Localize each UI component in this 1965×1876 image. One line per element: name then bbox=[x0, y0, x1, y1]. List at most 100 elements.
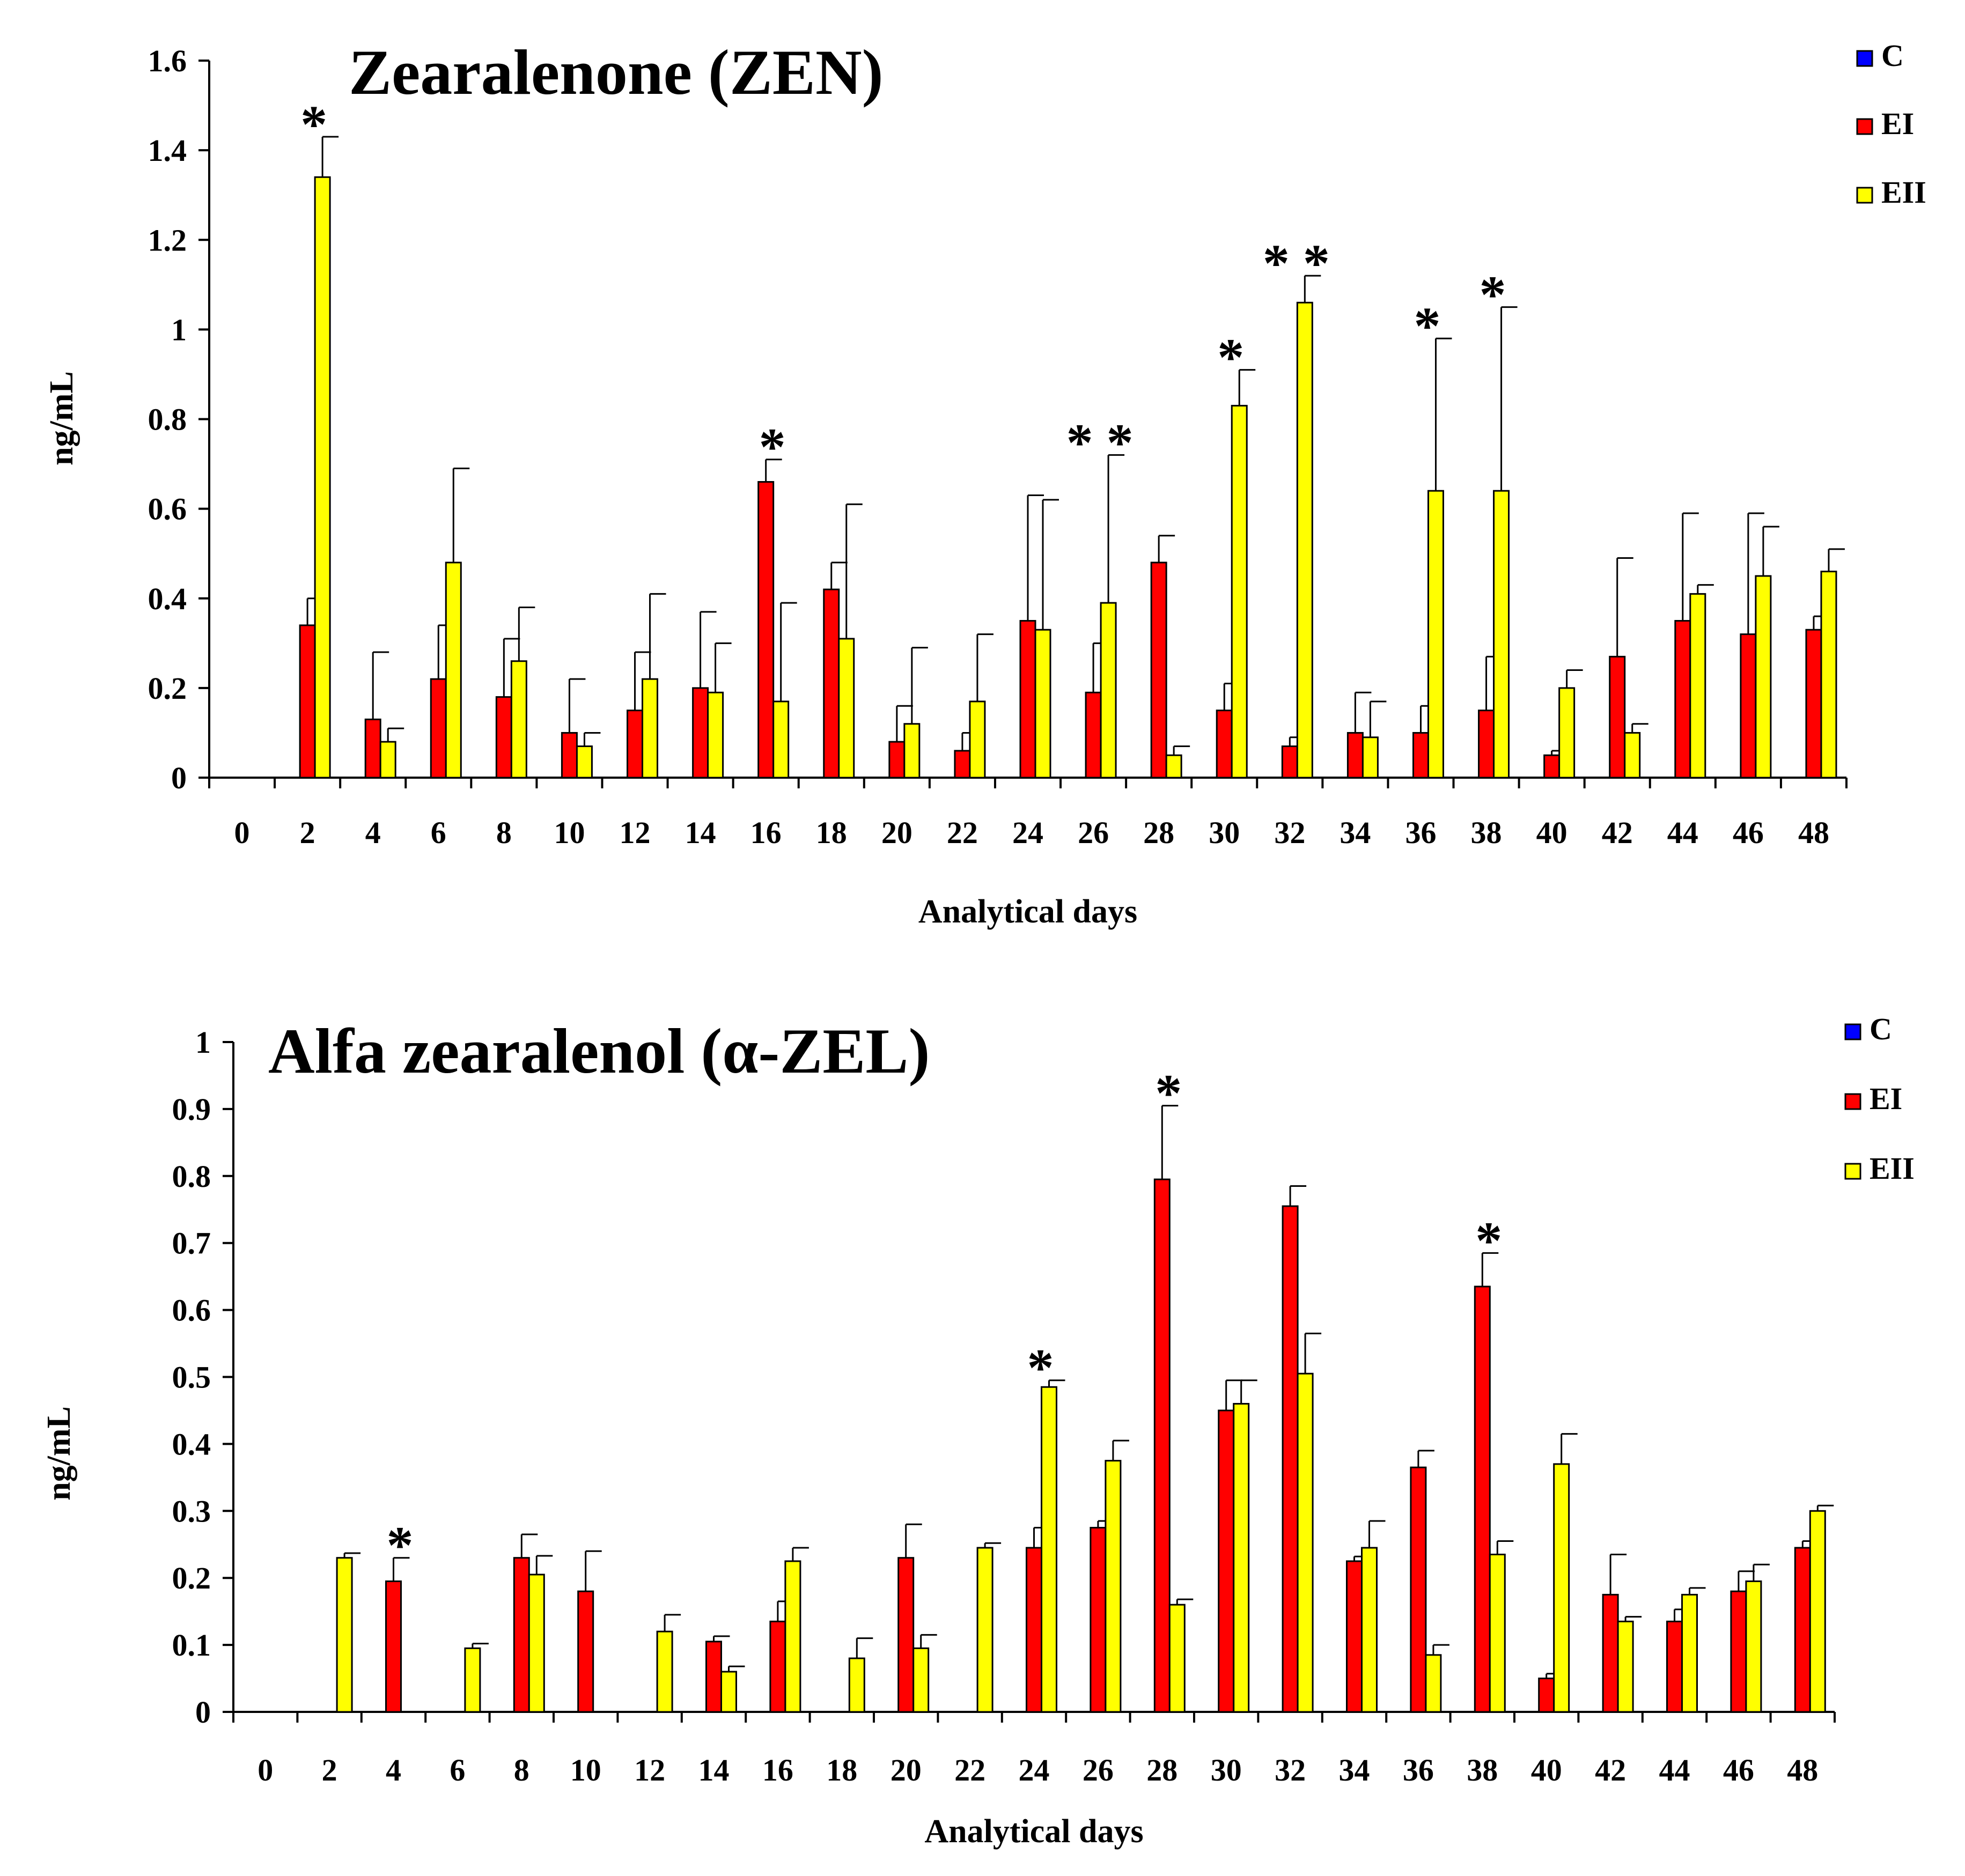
x-tick-label: 28 bbox=[1143, 815, 1174, 850]
x-tick-label: 12 bbox=[634, 1753, 665, 1788]
bar-eii bbox=[1681, 1593, 1698, 1713]
y-tick-label: 0.3 bbox=[172, 1494, 211, 1528]
bar-ei bbox=[1085, 691, 1102, 779]
y-tick-label: 0.7 bbox=[172, 1226, 211, 1261]
bar-ei bbox=[1150, 562, 1167, 779]
x-tick-label: 24 bbox=[1019, 1753, 1050, 1788]
bar-eii bbox=[838, 638, 855, 779]
x-tick-label: 2 bbox=[322, 1753, 337, 1788]
legend-swatch-c bbox=[1856, 50, 1873, 67]
x-tick-label: 10 bbox=[570, 1753, 601, 1788]
bar-eii bbox=[1105, 1460, 1122, 1713]
y-tick-label: 0.2 bbox=[172, 1561, 211, 1596]
bar-eii bbox=[1041, 1386, 1057, 1713]
bar-ei bbox=[1538, 1678, 1555, 1713]
y-tick-label: 0.6 bbox=[148, 492, 187, 527]
bar-ei bbox=[1474, 1286, 1491, 1713]
x-tick-label: 4 bbox=[386, 1753, 401, 1788]
bar-eii bbox=[445, 562, 462, 779]
x-tick-label: 34 bbox=[1339, 1753, 1370, 1788]
x-tick-label: 10 bbox=[554, 815, 585, 850]
bar-eii bbox=[379, 741, 396, 779]
bar-eii bbox=[1689, 593, 1706, 779]
zen-chart: Zearalenone (ZEN) 0 0.2 0.4 0.6 0.8 1 1.2 1.4 1.6… bbox=[43, 36, 1926, 930]
x-tick-label: 12 bbox=[620, 815, 651, 850]
x-tick-label: 36 bbox=[1405, 815, 1436, 850]
bar-ei bbox=[561, 732, 578, 779]
bar-eii bbox=[314, 176, 331, 779]
legend-swatch-ei bbox=[1856, 118, 1873, 135]
bar-eii bbox=[1296, 301, 1313, 779]
bar-eii bbox=[1489, 1553, 1506, 1713]
y-tick-label: 0.4 bbox=[148, 581, 187, 616]
x-tick-label: 16 bbox=[750, 815, 782, 850]
chart-title: Alfa zearalenol (α-ZEL) bbox=[268, 1015, 930, 1087]
bar-ei bbox=[1410, 1466, 1427, 1713]
bar-eii bbox=[772, 700, 790, 779]
x-tick-label: 28 bbox=[1146, 1753, 1177, 1788]
x-tick-label: 44 bbox=[1667, 815, 1698, 850]
x-tick-label: 22 bbox=[947, 815, 978, 850]
x-tick-label: 20 bbox=[881, 815, 912, 850]
bar-ei bbox=[1346, 732, 1364, 779]
legend-label-c: C bbox=[1870, 1011, 1892, 1046]
significance-star: * bbox=[1480, 265, 1506, 324]
bar-eii bbox=[1745, 1580, 1762, 1713]
bar-ei bbox=[1805, 629, 1822, 779]
chart-title: Zearalenone (ZEN) bbox=[349, 36, 884, 108]
bar-eii bbox=[1427, 490, 1444, 779]
bar-ei bbox=[1609, 655, 1626, 779]
x-axis-label: Analytical days bbox=[924, 1813, 1143, 1850]
legend-label-c: C bbox=[1881, 38, 1904, 73]
bar-eii bbox=[1553, 1463, 1570, 1713]
y-tick-label: 0.2 bbox=[148, 671, 187, 706]
x-tick-label: 2 bbox=[300, 815, 315, 850]
x-tick-label: 46 bbox=[1723, 1753, 1754, 1788]
bar-eii bbox=[1624, 732, 1641, 779]
bar-ei bbox=[1478, 710, 1495, 779]
x-tick-label: 6 bbox=[431, 815, 446, 850]
y-tick-label: 0.4 bbox=[172, 1427, 211, 1461]
bar-ei bbox=[364, 718, 381, 779]
bar-eii bbox=[976, 1547, 993, 1713]
x-tick-label: 32 bbox=[1275, 1753, 1306, 1788]
x-tick-label: 14 bbox=[698, 1753, 730, 1788]
bar-ei bbox=[299, 624, 316, 779]
bar-ei bbox=[897, 1557, 915, 1713]
bar-eii bbox=[969, 700, 986, 779]
x-tick-label: 24 bbox=[1012, 815, 1043, 850]
x-tick-label: 34 bbox=[1340, 815, 1371, 850]
bar-eii bbox=[336, 1557, 353, 1713]
y-tick-label: 0.1 bbox=[172, 1628, 211, 1663]
x-tick-label: 32 bbox=[1274, 815, 1305, 850]
y-tick-label: 0.8 bbox=[172, 1159, 211, 1194]
y-tick-label: 0.9 bbox=[172, 1092, 211, 1127]
bar-ei bbox=[385, 1580, 402, 1713]
bar-eii bbox=[903, 723, 921, 779]
bar-eii bbox=[1361, 1547, 1378, 1713]
bar-ei bbox=[513, 1557, 530, 1713]
x-tick-label: 16 bbox=[762, 1753, 793, 1788]
bar-ei bbox=[495, 696, 512, 779]
x-tick-label: 20 bbox=[890, 1753, 922, 1788]
bar-eii bbox=[1165, 754, 1182, 779]
bar-ei bbox=[705, 1641, 722, 1713]
bar-eii bbox=[1755, 575, 1772, 779]
bar-ei bbox=[823, 588, 840, 779]
alpha-zel-chart: Alfa zearalenol (α-ZEL) 0 0.1 0.2 0.3 0.4 0.5 0… bbox=[41, 1011, 1915, 1850]
x-tick-label: 0 bbox=[257, 1753, 273, 1788]
x-tick-label: 0 bbox=[234, 815, 250, 850]
bar-ei bbox=[954, 750, 971, 779]
bar-ei bbox=[1026, 1547, 1042, 1713]
legend-swatch-c bbox=[1844, 1023, 1861, 1040]
bar-ei bbox=[1019, 620, 1036, 779]
bar-ei bbox=[1730, 1590, 1747, 1713]
significance-star: * bbox=[1217, 328, 1244, 387]
significance-star: * bbox=[1475, 1210, 1502, 1270]
bar-ei bbox=[1218, 1409, 1235, 1713]
bar-eii bbox=[1820, 571, 1837, 779]
y-tick-label: 1 bbox=[171, 312, 187, 347]
bar-ei bbox=[1543, 754, 1561, 779]
x-tick-label: 40 bbox=[1531, 1753, 1562, 1788]
